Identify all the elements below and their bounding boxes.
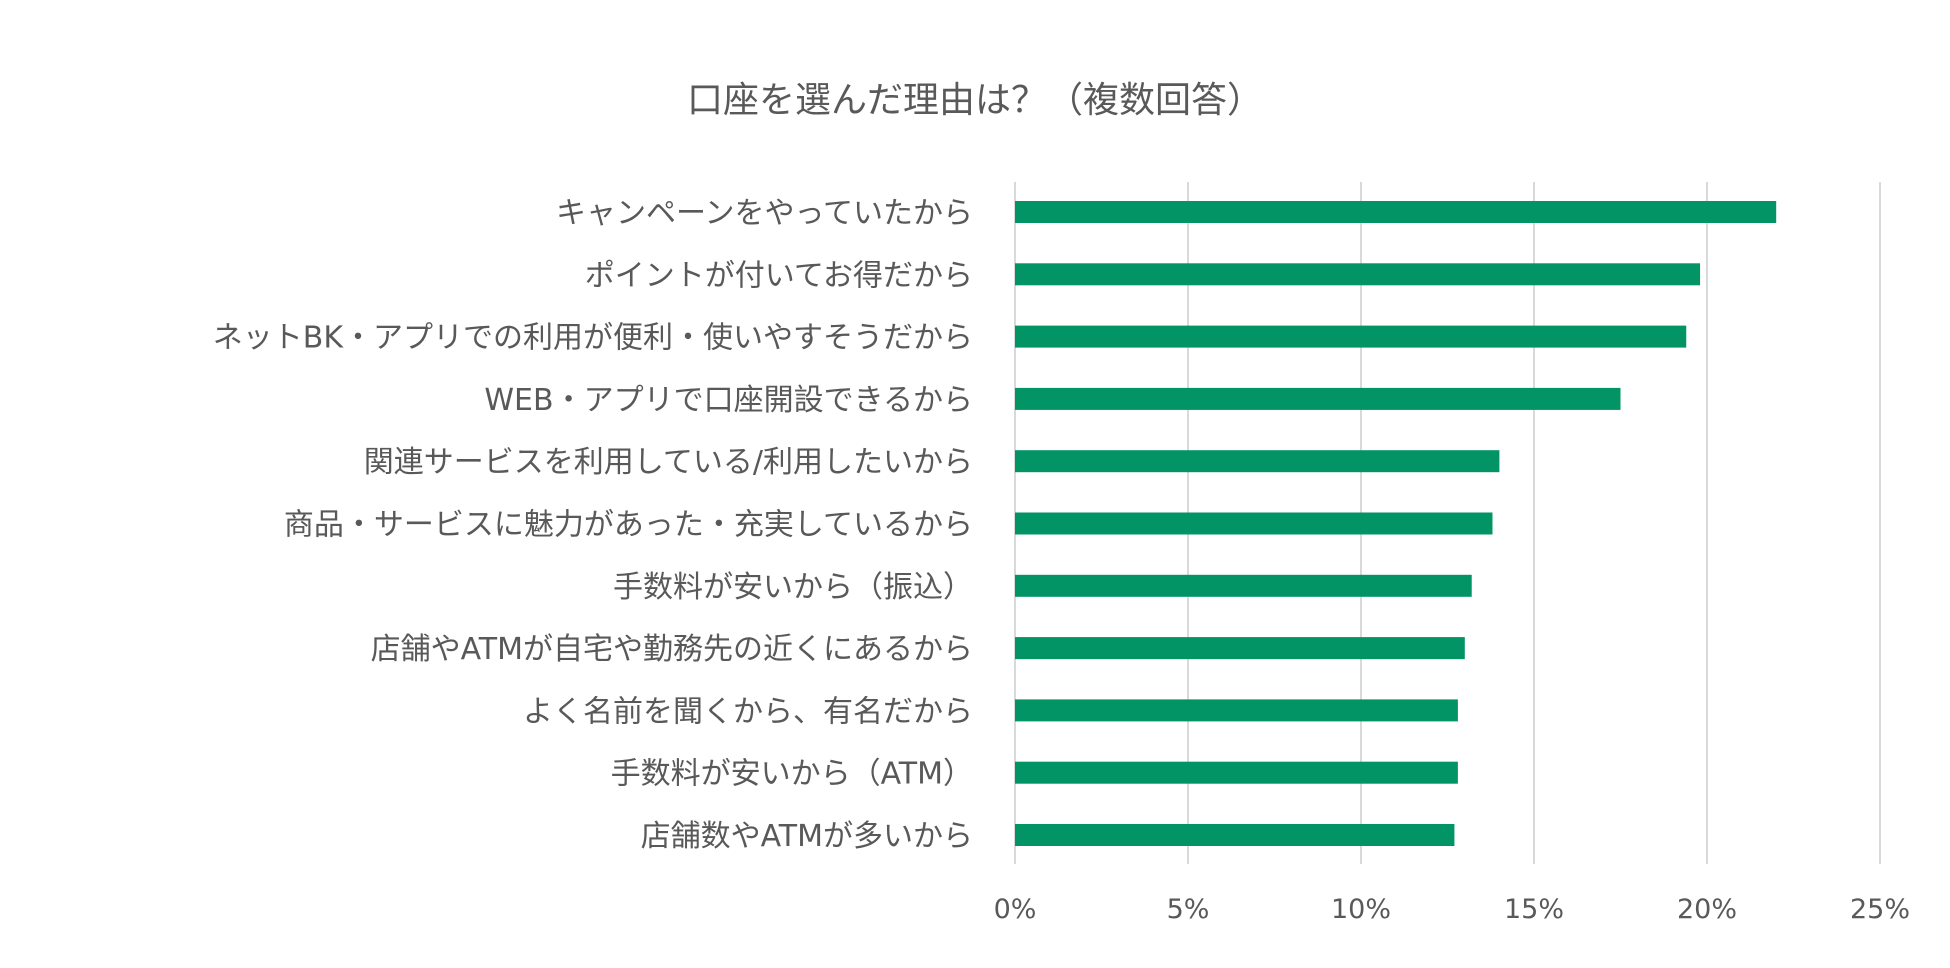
category-label: 店舗数やATMが多いから <box>641 819 973 854</box>
x-tick-label: 5% <box>1167 894 1210 925</box>
bar <box>1015 574 1472 597</box>
bar <box>1015 201 1777 223</box>
x-tick-label: 0% <box>994 894 1037 925</box>
chart-title: 口座を選んだ理由は？（複数回答） <box>687 80 1263 121</box>
x-tick-label: 20% <box>1677 894 1737 925</box>
x-tick-label: 10% <box>1331 894 1391 925</box>
bar <box>1015 450 1500 473</box>
bar <box>1015 699 1458 722</box>
x-axis-tick-labels: 0% 5% 10% 15% 20% 25% <box>994 894 1910 925</box>
category-label: ポイントが付いてお得だから <box>585 258 973 293</box>
bar <box>1015 387 1621 410</box>
category-label: 手数料が安いから（振込） <box>613 570 973 605</box>
category-label: ネットBK・アプリでの利用が便利・使いやすそうだから <box>213 321 973 356</box>
category-label: キャンペーンをやっていたから <box>556 196 973 231</box>
bar <box>1015 637 1465 660</box>
bar <box>1015 263 1701 286</box>
bar <box>1015 325 1687 348</box>
bar <box>1015 512 1493 535</box>
bar <box>1015 761 1458 784</box>
x-tick-label: 25% <box>1850 894 1910 925</box>
category-labels: キャンペーンをやっていたからポイントが付いてお得だからネットBK・アプリでの利用… <box>213 196 973 854</box>
bars <box>1015 201 1777 846</box>
bar <box>1015 824 1455 846</box>
category-label: WEB・アプリで口座開設できるから <box>484 383 973 418</box>
category-label: 店舗やATMが自宅や勤務先の近くにあるから <box>371 632 973 667</box>
category-label: 手数料が安いから（ATM） <box>611 757 973 792</box>
x-tick-label: 15% <box>1504 894 1564 925</box>
category-label: 商品・サービスに魅力があった・充実しているから <box>284 508 973 543</box>
category-label: よく名前を聞くから、有名だから <box>523 694 973 729</box>
category-label: 関連サービスを利用している/利用したいから <box>364 445 973 480</box>
